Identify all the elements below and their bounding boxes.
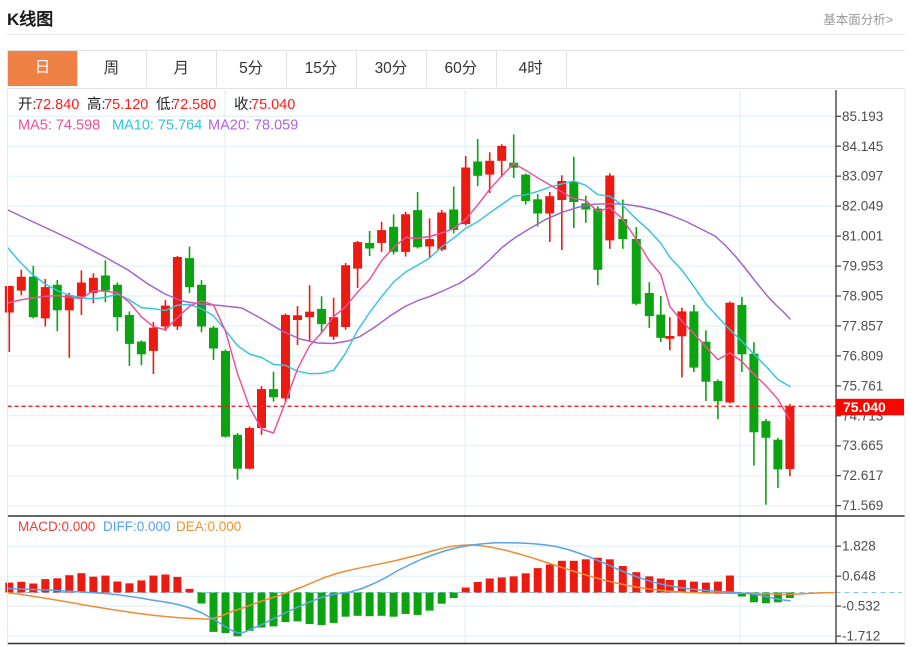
svg-text:DIFF:0.000: DIFF:0.000 — [103, 519, 171, 534]
svg-text:DEA:0.000: DEA:0.000 — [176, 519, 241, 534]
svg-text:82.049: 82.049 — [842, 199, 883, 214]
svg-text:MA20: 78.059: MA20: 78.059 — [208, 118, 298, 134]
svg-text:72.580: 72.580 — [172, 97, 216, 113]
svg-text:72.617: 72.617 — [842, 468, 883, 483]
svg-text:73.665: 73.665 — [842, 438, 883, 453]
svg-text:低:: 低: — [156, 96, 175, 113]
svg-text:85.193: 85.193 — [842, 109, 883, 124]
svg-text:0.648: 0.648 — [842, 569, 876, 584]
svg-text:75.040: 75.040 — [843, 399, 886, 415]
svg-text:83.097: 83.097 — [842, 169, 883, 184]
svg-text:-0.532: -0.532 — [842, 599, 880, 614]
svg-text:71.569: 71.569 — [842, 498, 883, 513]
svg-text:77.857: 77.857 — [842, 318, 883, 333]
svg-text:开:: 开: — [18, 97, 37, 113]
svg-text:1.828: 1.828 — [842, 539, 876, 554]
svg-text:高:: 高: — [87, 96, 106, 113]
svg-text:MACD:0.000: MACD:0.000 — [18, 519, 95, 534]
svg-text:75.120: 75.120 — [104, 97, 148, 113]
svg-text:72.840: 72.840 — [35, 97, 79, 113]
svg-text:75.040: 75.040 — [251, 97, 295, 113]
svg-text:MA10: 75.764: MA10: 75.764 — [112, 118, 202, 134]
svg-text:84.145: 84.145 — [842, 139, 883, 154]
svg-text:收:: 收: — [234, 96, 253, 113]
svg-text:78.905: 78.905 — [842, 289, 883, 304]
svg-text:-1.712: -1.712 — [842, 629, 880, 644]
svg-text:81.001: 81.001 — [842, 229, 883, 244]
svg-text:75.761: 75.761 — [842, 378, 883, 393]
svg-text:76.809: 76.809 — [842, 348, 883, 363]
svg-text:79.953: 79.953 — [842, 259, 883, 274]
svg-text:MA5: 74.598: MA5: 74.598 — [18, 118, 100, 134]
